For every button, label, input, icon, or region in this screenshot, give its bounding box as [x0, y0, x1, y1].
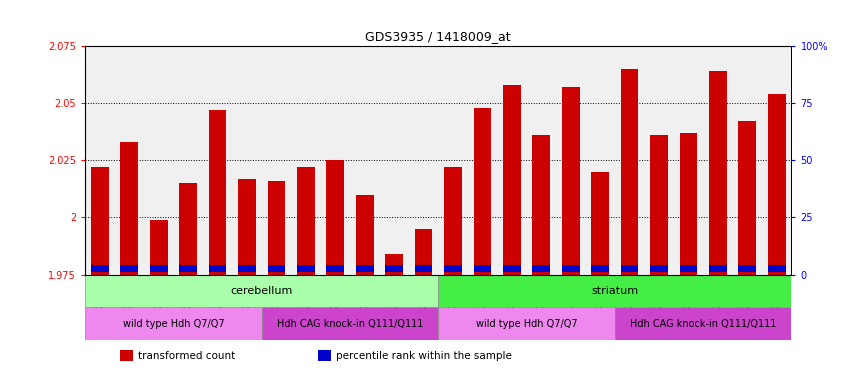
Bar [327, 265, 344, 272]
Bar [318, 349, 331, 361]
Bar [562, 87, 580, 275]
Bar [356, 195, 374, 275]
Bar [533, 265, 550, 272]
Text: wild type Hdh Q7/Q7: wild type Hdh Q7/Q7 [123, 318, 224, 329]
Bar [414, 265, 432, 272]
Text: wild type Hdh Q7/Q7: wild type Hdh Q7/Q7 [476, 318, 577, 329]
Bar [709, 265, 727, 272]
Bar [327, 161, 344, 275]
Bar [768, 265, 785, 272]
Text: transformed count: transformed count [138, 351, 236, 361]
Bar [386, 254, 403, 275]
Bar [238, 179, 256, 275]
Bar [262, 307, 438, 340]
Bar [414, 229, 432, 275]
Bar [533, 135, 550, 275]
Bar [591, 172, 609, 275]
Bar [208, 110, 226, 275]
Bar [386, 265, 403, 272]
Bar [444, 167, 462, 275]
Bar [91, 265, 109, 272]
Bar [620, 69, 638, 275]
Bar [562, 265, 580, 272]
Bar [650, 135, 668, 275]
Bar [208, 265, 226, 272]
Bar [503, 265, 521, 272]
Bar [438, 307, 614, 340]
Bar [614, 307, 791, 340]
Bar [85, 275, 438, 307]
Bar [180, 183, 197, 275]
Text: Hdh CAG knock-in Q111/Q111: Hdh CAG knock-in Q111/Q111 [277, 318, 423, 329]
Bar [121, 142, 138, 275]
Bar [473, 108, 491, 275]
Bar [739, 121, 757, 275]
Bar [267, 181, 285, 275]
Bar [150, 220, 168, 275]
Bar [739, 265, 757, 272]
Bar [503, 85, 521, 275]
Text: striatum: striatum [591, 286, 638, 296]
Bar [150, 265, 168, 272]
Bar [444, 265, 462, 272]
Bar [91, 167, 109, 275]
Bar [238, 265, 256, 272]
Bar [620, 265, 638, 272]
Bar [650, 265, 668, 272]
Bar [438, 275, 791, 307]
Bar [768, 94, 785, 275]
Bar [267, 265, 285, 272]
Bar [297, 167, 315, 275]
Title: GDS3935 / 1418009_at: GDS3935 / 1418009_at [365, 30, 511, 43]
Bar [709, 71, 727, 275]
Bar [85, 307, 262, 340]
Text: Hdh CAG knock-in Q111/Q111: Hdh CAG knock-in Q111/Q111 [630, 318, 776, 329]
Bar [680, 265, 697, 272]
Bar [680, 133, 697, 275]
Text: cerebellum: cerebellum [231, 286, 293, 296]
Text: percentile rank within the sample: percentile rank within the sample [336, 351, 511, 361]
Bar [180, 265, 197, 272]
Bar [121, 265, 138, 272]
Bar [121, 349, 133, 361]
Bar [591, 265, 609, 272]
Bar [473, 265, 491, 272]
Bar [297, 265, 315, 272]
Bar [356, 265, 374, 272]
